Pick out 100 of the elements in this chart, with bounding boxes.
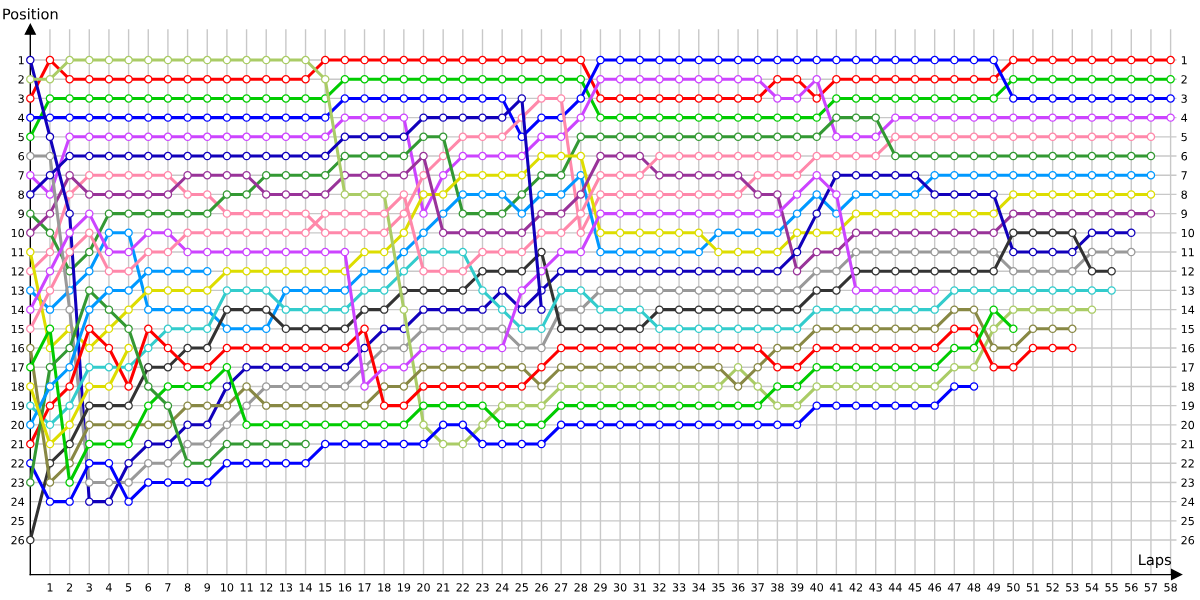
point bbox=[969, 94, 979, 103]
point bbox=[419, 74, 428, 84]
point bbox=[419, 439, 428, 449]
point bbox=[792, 151, 802, 161]
point bbox=[104, 209, 114, 218]
point bbox=[281, 458, 291, 468]
point bbox=[930, 209, 939, 218]
x-tick-label: 57 bbox=[1144, 583, 1158, 592]
point bbox=[281, 113, 291, 122]
point bbox=[1146, 209, 1156, 218]
point bbox=[969, 362, 979, 372]
point bbox=[871, 94, 880, 103]
point bbox=[399, 209, 409, 218]
point bbox=[45, 266, 55, 276]
point bbox=[753, 382, 762, 391]
point bbox=[144, 478, 153, 487]
point bbox=[261, 401, 271, 410]
point bbox=[379, 401, 389, 410]
point bbox=[340, 343, 350, 353]
point bbox=[1107, 209, 1116, 218]
point bbox=[478, 151, 487, 161]
point bbox=[458, 113, 468, 122]
point bbox=[144, 401, 153, 410]
point bbox=[871, 74, 880, 84]
point bbox=[379, 151, 389, 161]
point bbox=[26, 362, 35, 372]
point bbox=[419, 286, 428, 295]
point bbox=[694, 420, 703, 430]
point bbox=[438, 94, 448, 103]
point bbox=[124, 247, 133, 257]
x-tick-label: 11 bbox=[240, 583, 253, 592]
point bbox=[458, 266, 468, 276]
point bbox=[635, 324, 645, 334]
point bbox=[694, 228, 703, 238]
point bbox=[655, 420, 664, 430]
point bbox=[714, 209, 723, 218]
point bbox=[222, 324, 232, 334]
point bbox=[104, 420, 114, 430]
point bbox=[1166, 55, 1175, 65]
point bbox=[1068, 132, 1077, 142]
point bbox=[340, 401, 350, 410]
point bbox=[910, 343, 920, 353]
point bbox=[655, 343, 664, 353]
point bbox=[714, 343, 723, 353]
point bbox=[203, 266, 212, 276]
point bbox=[458, 420, 468, 430]
point bbox=[891, 170, 900, 180]
point bbox=[104, 113, 114, 122]
point bbox=[733, 55, 743, 65]
point bbox=[812, 94, 821, 103]
point bbox=[458, 362, 468, 372]
point bbox=[419, 401, 428, 410]
point bbox=[753, 324, 762, 334]
point bbox=[851, 305, 861, 314]
point bbox=[891, 132, 900, 142]
point bbox=[320, 209, 330, 218]
point bbox=[124, 458, 133, 468]
point bbox=[301, 420, 310, 430]
point bbox=[360, 324, 369, 334]
point bbox=[65, 401, 74, 410]
point bbox=[222, 343, 232, 353]
point bbox=[65, 439, 74, 449]
point bbox=[655, 74, 664, 84]
point bbox=[556, 170, 566, 180]
point bbox=[1009, 170, 1018, 180]
point bbox=[596, 74, 605, 84]
point bbox=[183, 478, 192, 487]
point bbox=[792, 247, 802, 257]
point bbox=[360, 420, 369, 430]
point bbox=[104, 286, 114, 295]
point bbox=[792, 343, 802, 353]
point bbox=[360, 247, 369, 257]
point bbox=[635, 343, 645, 353]
point bbox=[910, 74, 920, 84]
point bbox=[537, 305, 546, 314]
point bbox=[26, 94, 35, 103]
point bbox=[399, 382, 409, 391]
point bbox=[1048, 55, 1057, 65]
point bbox=[65, 190, 74, 199]
point bbox=[163, 343, 173, 353]
point bbox=[1146, 190, 1156, 199]
point bbox=[124, 170, 133, 180]
point bbox=[281, 74, 291, 84]
point bbox=[674, 94, 684, 103]
point bbox=[517, 439, 527, 449]
point bbox=[45, 362, 55, 372]
point bbox=[85, 190, 94, 199]
point bbox=[419, 151, 428, 161]
point bbox=[45, 478, 55, 487]
y2-tick-label: 18 bbox=[1181, 382, 1195, 391]
point bbox=[950, 286, 959, 295]
point bbox=[851, 324, 861, 334]
point bbox=[773, 170, 782, 180]
point bbox=[320, 132, 330, 142]
point bbox=[773, 362, 782, 372]
point bbox=[340, 305, 350, 314]
point bbox=[340, 209, 350, 218]
point bbox=[144, 324, 153, 334]
point bbox=[537, 401, 546, 410]
point bbox=[203, 247, 212, 257]
